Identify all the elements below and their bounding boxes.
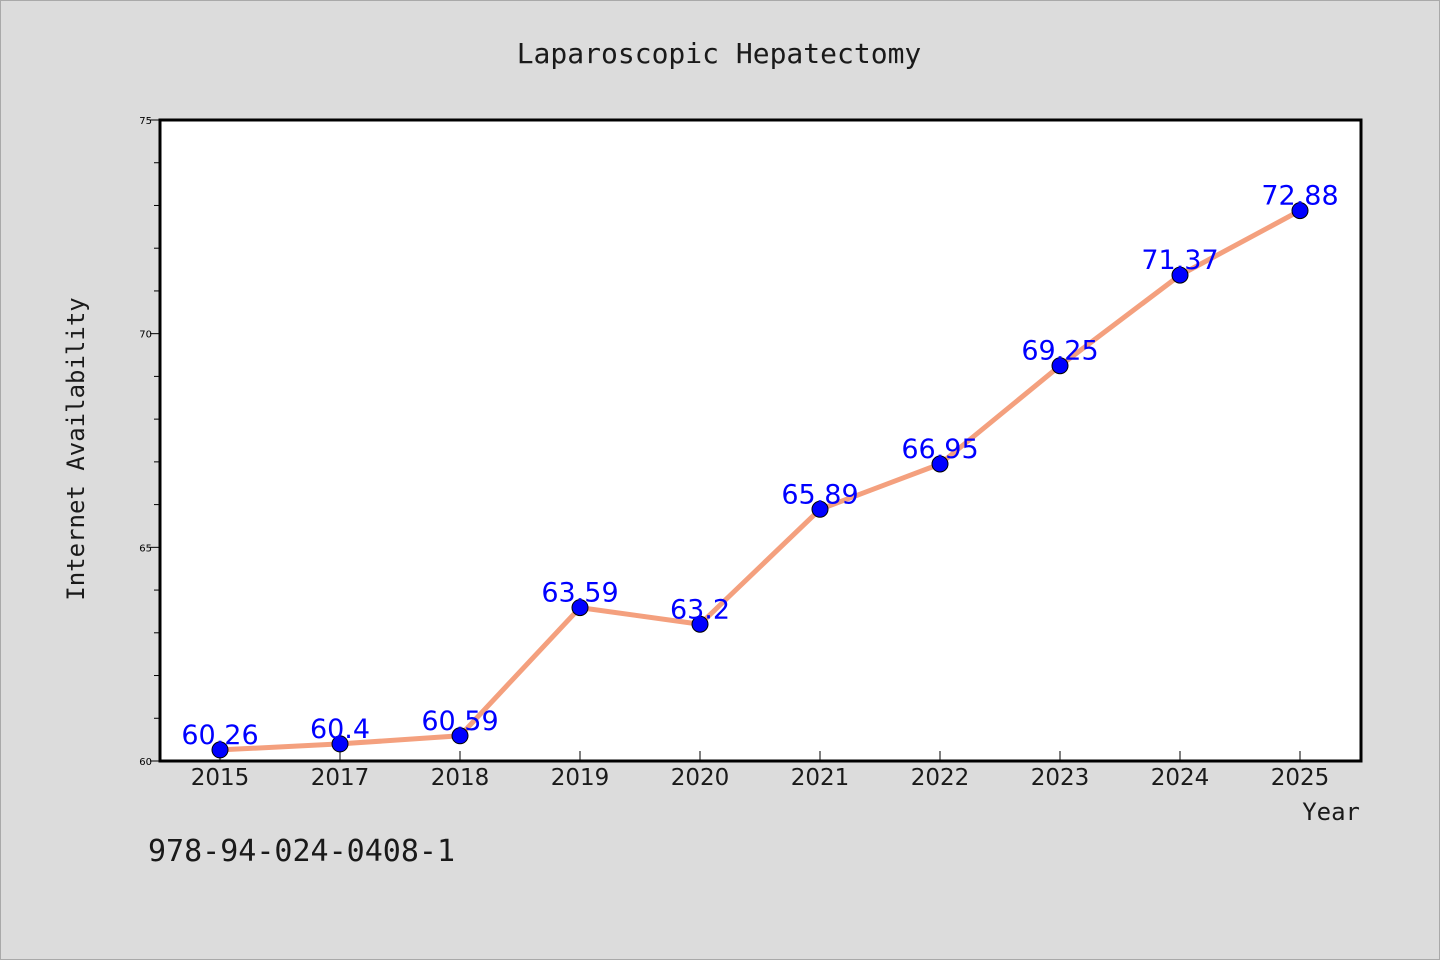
data-label: 72.88 [1261,181,1338,212]
data-label: 65.89 [781,479,858,510]
x-tick-label: 2020 [671,765,730,791]
x-tick-label: 2017 [311,765,370,791]
x-axis-ticks: 2015 2017 2018 2019 2020 2021 2022 2023 2024 2025 [191,751,1330,791]
data-labels: 60.26 60.4 60.59 63.59 63.2 65.89 66.95 69.25 71… [181,181,1338,751]
plot-area [158,118,1363,763]
x-tick-label: 2019 [551,765,610,791]
isbn-code: 978-94-024-0408-1 [148,834,456,869]
y-tick-label: 70 [139,330,152,341]
x-tick-label: 2021 [791,765,850,791]
data-point [811,500,829,518]
data-label: 63.59 [541,578,618,609]
data-label: 60.4 [310,714,370,745]
data-point [331,735,349,753]
x-tick-label: 2015 [191,765,250,791]
data-point [451,727,469,745]
data-label: 66.95 [901,434,978,465]
chart-title: Laparoscopic Hepatectomy [517,37,922,70]
data-point [691,615,709,633]
series-line [217,208,1303,753]
data-point [1051,357,1069,375]
data-label: 60.26 [181,720,258,751]
data-label: 71.37 [1141,245,1218,276]
x-axis-label: Year [1302,798,1360,826]
x-tick-label: 2018 [431,765,490,791]
data-label: 60.59 [421,706,498,737]
data-point [1171,266,1189,284]
data-label: 63.2 [670,594,730,625]
series-markers [211,202,1309,759]
data-point [931,455,949,473]
data-point [211,741,229,759]
y-axis-ticks: 60 65 70 75 [139,116,160,768]
x-tick-label: 2024 [1151,765,1210,791]
data-point [1291,202,1309,220]
y-tick-label: 60 [139,757,152,768]
x-tick-label: 2023 [1031,765,1090,791]
data-point [571,599,589,617]
x-tick-label: 2025 [1271,765,1330,791]
y-tick-label: 75 [139,116,152,127]
x-tick-label: 2022 [911,765,970,791]
y-tick-label: 65 [139,543,152,554]
y-axis-label: Internet Availability [62,297,90,600]
data-label: 69.25 [1021,336,1098,367]
